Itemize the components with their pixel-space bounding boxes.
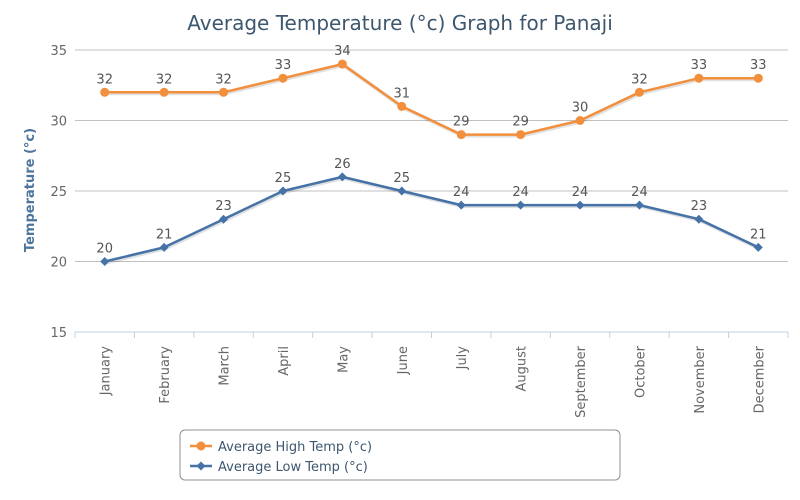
x-tick-label: June <box>396 346 411 375</box>
data-label: 29 <box>453 115 470 130</box>
legend-label: Average Low Temp (°c) <box>218 460 368 475</box>
y-axis-ticks: 15 20 25 30 35 <box>50 44 67 341</box>
data-label: 21 <box>156 227 173 242</box>
x-tick-label: February <box>158 346 173 404</box>
data-point[interactable] <box>634 87 644 97</box>
x-tick-label: December <box>752 345 767 413</box>
data-label: 25 <box>275 171 292 186</box>
data-label: 23 <box>215 199 232 214</box>
x-tick-label: March <box>218 346 233 386</box>
data-label: 34 <box>334 44 351 59</box>
x-tick-label: October <box>633 345 648 398</box>
data-point[interactable] <box>219 214 229 224</box>
x-tick-label: July <box>455 346 470 371</box>
data-point[interactable] <box>516 200 526 210</box>
legend-label: Average High Temp (°c) <box>218 440 372 455</box>
y-tick-label: 35 <box>50 44 67 59</box>
data-label: 21 <box>750 227 767 242</box>
legend-item-1[interactable]: Average Low Temp (°c) <box>190 460 368 475</box>
data-label: 26 <box>334 157 351 172</box>
data-point[interactable] <box>456 130 466 140</box>
y-axis-label: Temperature (°c) <box>23 128 38 252</box>
x-axis: January February March April May June July Augu… <box>74 332 789 418</box>
data-point[interactable] <box>575 200 585 210</box>
data-point[interactable] <box>100 87 110 97</box>
legend[interactable]: Average High Temp (°c) Average Low Temp (… <box>179 429 621 481</box>
data-label: 24 <box>572 185 589 200</box>
data-label: 32 <box>631 72 648 87</box>
data-point[interactable] <box>278 73 288 83</box>
series-0[interactable]: 32 32 32 33 34 31 29 29 30 32 33 33 <box>96 44 767 140</box>
data-label: 24 <box>512 185 529 200</box>
x-tick-label: May <box>336 346 351 373</box>
data-label: 32 <box>96 72 113 87</box>
data-point[interactable] <box>456 200 466 210</box>
data-label: 25 <box>394 171 411 186</box>
data-point[interactable] <box>397 101 407 111</box>
chart-title: Average Temperature (°c) Graph for Panaj… <box>187 11 613 35</box>
data-label: 20 <box>96 242 113 257</box>
series-line-shadow <box>105 62 760 138</box>
data-label: 31 <box>394 86 411 101</box>
data-label: 23 <box>691 199 708 214</box>
series-line[interactable] <box>104 175 759 263</box>
data-point[interactable] <box>753 242 763 252</box>
data-point[interactable] <box>159 242 169 252</box>
data-point[interactable] <box>694 214 704 224</box>
data-label: 24 <box>631 185 648 200</box>
x-tick-label: August <box>515 346 530 392</box>
data-point[interactable] <box>278 186 288 196</box>
data-point[interactable] <box>397 186 407 196</box>
data-label: 24 <box>453 185 470 200</box>
x-tick-label: April <box>277 346 292 376</box>
data-point[interactable] <box>337 59 347 69</box>
data-label: 29 <box>512 115 529 130</box>
x-tick-label: January <box>99 346 114 397</box>
data-label: 33 <box>691 58 708 73</box>
data-point[interactable] <box>575 116 585 125</box>
legend-item-0[interactable]: Average High Temp (°c) <box>190 440 372 455</box>
data-point[interactable] <box>159 87 169 97</box>
data-label: 32 <box>156 72 173 87</box>
legend-marker <box>196 441 206 451</box>
series-group: 32 32 32 33 34 31 29 29 30 32 33 33 20 21 23 25 26 25 24 24… <box>96 44 767 266</box>
data-point[interactable] <box>100 257 110 266</box>
data-point[interactable] <box>516 130 526 140</box>
data-label: 32 <box>215 72 232 87</box>
data-label: 33 <box>750 58 767 73</box>
data-label: 33 <box>275 58 292 73</box>
data-point[interactable] <box>753 73 763 83</box>
series-line[interactable] <box>104 62 759 136</box>
legend-marker <box>196 461 206 471</box>
x-tick-label: September <box>574 345 589 418</box>
data-point[interactable] <box>219 87 229 97</box>
x-tick-label: November <box>693 345 708 413</box>
y-tick-label: 20 <box>50 256 67 271</box>
y-tick-label: 30 <box>50 115 67 130</box>
y-tick-label: 25 <box>50 185 67 200</box>
data-label: 30 <box>572 101 589 116</box>
data-point[interactable] <box>694 73 704 83</box>
y-tick-label: 15 <box>50 326 67 341</box>
series-1[interactable]: 20 21 23 25 26 25 24 24 24 24 23 21 <box>96 157 767 266</box>
data-point[interactable] <box>337 172 347 182</box>
legend-box <box>179 429 621 481</box>
data-point[interactable] <box>634 200 644 210</box>
